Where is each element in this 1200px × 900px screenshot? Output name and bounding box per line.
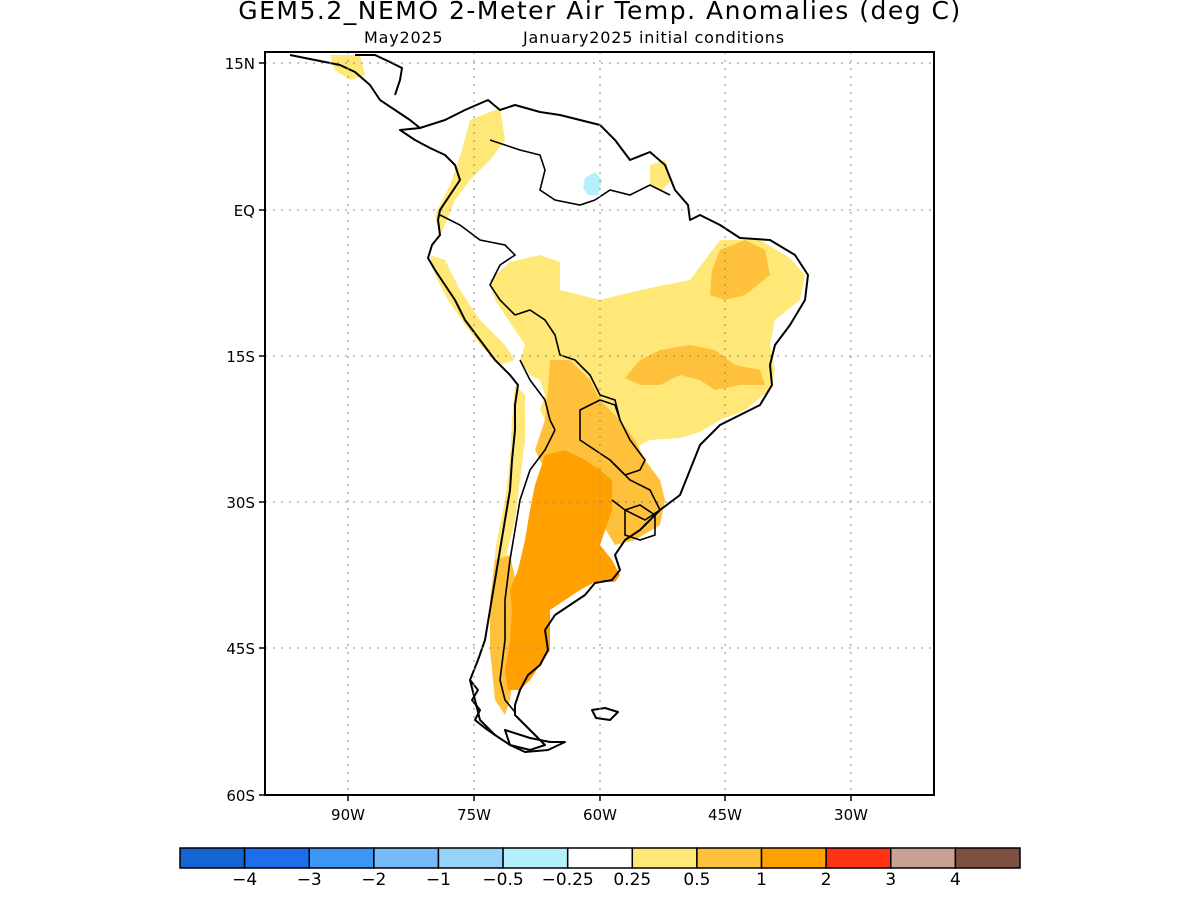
anomaly-light-peru [430, 255, 515, 365]
border-brazil-north [594, 184, 671, 201]
colorbar-swatch [502, 847, 569, 869]
lat-label: 15S [226, 348, 255, 366]
colorbar-swatch [954, 847, 1021, 869]
colorbar-swatch [631, 847, 698, 869]
colorbar-label: 2 [820, 870, 832, 890]
colorbar-swatch [179, 847, 246, 869]
lon-label: 90W [331, 806, 365, 824]
lon-label: 75W [457, 806, 491, 824]
colorbar-swatch [566, 847, 634, 869]
border-peru-brazil-bolivia [514, 309, 621, 421]
border-paraguay [579, 399, 646, 476]
anomaly-medium-central-brazil [625, 345, 765, 390]
longitude-labels: 90W 75W 60W 45W 30W [331, 806, 868, 824]
country-borders [439, 139, 671, 713]
anomaly-cool-venezuela [583, 172, 602, 195]
coastlines [289, 54, 809, 753]
lat-label: 30S [226, 494, 255, 512]
lat-label: 15N [225, 55, 255, 73]
colorbar-label: 1 [756, 870, 767, 890]
colorbar-swatch [760, 847, 827, 869]
tick-marks [259, 62, 852, 801]
south-america-coastline [399, 99, 809, 751]
anomaly-fields [330, 55, 805, 715]
colorbar [179, 847, 1021, 869]
colorbar-label: −4 [232, 870, 258, 890]
colorbar-label: 3 [885, 870, 897, 890]
forecast-month: May2025 [364, 28, 444, 47]
colorbar-swatch [696, 847, 763, 869]
colorbar-swatch [308, 847, 375, 869]
lon-label: 30W [834, 806, 868, 824]
central-america-coastline [289, 54, 421, 129]
colorbar-label: −2 [361, 870, 387, 890]
colorbar-label: −1 [425, 870, 451, 890]
border-colombia-venezuela [489, 139, 596, 206]
latitude-labels: 15N EQ 15S 30S 45S 60S [225, 55, 255, 805]
border-bolivia-chile [519, 359, 556, 431]
anomaly-light-north-andes [435, 108, 505, 235]
colorbar-swatch [437, 847, 504, 869]
map-title: GEM5.2_NEMO 2-Meter Air Temp. Anomalies … [238, 0, 962, 25]
map-area [265, 52, 934, 795]
colorbar-swatch [825, 847, 892, 869]
colorbar-swatch [373, 847, 440, 869]
border-argentina-chile [499, 429, 556, 713]
lat-label: EQ [234, 202, 255, 220]
initial-conditions: January2025 initial conditions [523, 28, 785, 47]
colorbar-label: −0.25 [541, 870, 594, 890]
anomaly-light-coast-chile [492, 385, 525, 590]
lon-label: 45W [708, 806, 742, 824]
lon-label: 60W [583, 806, 617, 824]
colorbar-label: −0.5 [482, 870, 524, 890]
border-colombia-peru [439, 214, 517, 316]
anomaly-strong-argentina [505, 450, 620, 690]
colorbar-label: 4 [949, 870, 961, 890]
lat-label: 60S [226, 787, 255, 805]
lat-label: 45S [226, 640, 255, 658]
colorbar-label: −3 [296, 870, 322, 890]
border-uruguay [624, 504, 656, 541]
colorbar-swatch [243, 847, 310, 869]
falklands [591, 707, 619, 721]
colorbar-label: 0.25 [613, 870, 652, 890]
colorbar-label: 0.5 [683, 870, 711, 890]
colorbar-swatch [890, 847, 957, 869]
tierra-del-fuego [504, 729, 566, 753]
chile-fjords [469, 679, 496, 736]
